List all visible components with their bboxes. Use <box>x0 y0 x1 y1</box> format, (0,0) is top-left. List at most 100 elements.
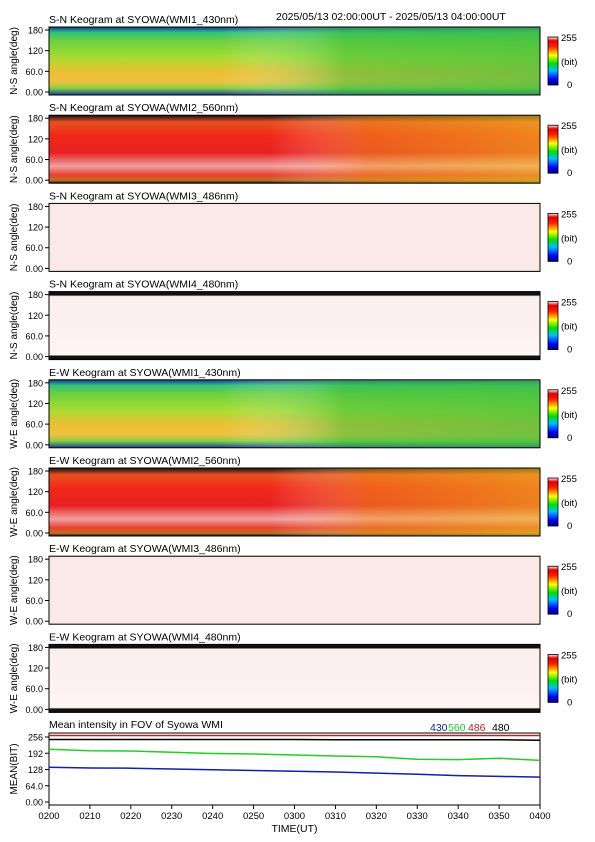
y-tick-label: 128 <box>28 765 43 775</box>
y-tick-label: 120 <box>28 399 43 409</box>
colorbar-unit-label: (bit) <box>561 57 577 68</box>
y-tick-label: 64.0 <box>25 781 43 791</box>
x-tick-label: 0220 <box>120 811 141 822</box>
x-tick-label: 0400 <box>529 811 550 822</box>
y-tick-label: 0.00 <box>25 352 43 362</box>
x-tick-label: 0330 <box>407 811 428 822</box>
y-tick-label: 0.00 <box>25 264 43 274</box>
colorbar-unit-label: (bit) <box>561 498 577 509</box>
y-tick-label: 192 <box>28 749 43 759</box>
colorbar-min-label: 0 <box>567 609 572 620</box>
y-tick-label: 120 <box>28 46 43 56</box>
colorbar-min-label: 0 <box>567 256 572 267</box>
keogram-panel: S-N Keogram at SYOWA(WMI3_486nm) 180 120 60… <box>9 190 577 274</box>
x-tick-label: 0340 <box>448 811 469 822</box>
y-axis-label: W-E angle(deg) <box>9 555 20 625</box>
keogram-frame <box>48 114 541 184</box>
keogram-image <box>49 644 540 713</box>
chart-title: Mean intensity in FOV of Syowa WMI <box>49 719 223 731</box>
colorbar-unit-label: (bit) <box>561 410 577 421</box>
y-tick-label: 120 <box>28 575 43 585</box>
y-tick-label: 180 <box>28 114 43 124</box>
keogram-panel: E-W Keogram at SYOWA(WMI2_560nm) 180 120 60… <box>9 455 577 539</box>
y-tick-label: 60.0 <box>25 67 43 77</box>
keogram-panel: E-W Keogram at SYOWA(WMI3_486nm) 180 120 60… <box>9 543 577 627</box>
colorbar <box>547 565 559 615</box>
x-tick-label: 0230 <box>161 811 182 822</box>
y-tick-label: 120 <box>28 487 43 497</box>
y-axis-label: N-S angle(deg) <box>9 203 20 271</box>
y-tick-label: 256 <box>28 733 43 743</box>
y-tick-label: 120 <box>28 134 43 144</box>
keogram-frame <box>48 467 541 537</box>
time-range-label: 2025/05/13 02:00:00UT - 2025/05/13 04:00… <box>276 11 506 23</box>
y-tick-label: 60.0 <box>25 155 43 165</box>
colorbar-max-label: 255 <box>561 121 577 132</box>
y-tick-label: 180 <box>28 202 43 212</box>
x-tick-label: 0320 <box>366 811 387 822</box>
x-tick-label: 0310 <box>325 811 346 822</box>
colorbar-unit-label: (bit) <box>561 586 577 597</box>
legend-entry: 560 <box>448 722 466 734</box>
y-tick-label: 120 <box>28 223 43 233</box>
colorbar-min-label: 0 <box>567 345 572 356</box>
keogram-image <box>49 203 540 272</box>
plot-frame <box>48 732 541 806</box>
x-tick-label: 0250 <box>243 811 264 822</box>
series-line-560 <box>48 748 541 762</box>
keogram-image <box>49 556 540 625</box>
y-tick-label: 0.00 <box>25 529 43 539</box>
x-axis-label: TIME(UT) <box>271 823 317 835</box>
keogram-panel: S-N Keogram at SYOWA(WMI4_480nm) 180 120 60… <box>9 279 577 363</box>
y-axis-label: MEAN(BIT) <box>9 743 20 794</box>
y-tick-label: 0.00 <box>25 88 43 98</box>
y-tick-label: 180 <box>28 290 43 300</box>
y-tick-label: 60.0 <box>25 508 43 518</box>
keogram-title: E-W Keogram at SYOWA(WMI2_560nm) <box>49 455 241 467</box>
x-tick-label: 0350 <box>489 811 510 822</box>
colorbar-max-label: 255 <box>561 33 577 44</box>
keogram-image-shading <box>49 27 540 95</box>
keogram-image-shading <box>49 379 540 448</box>
colorbar <box>547 477 559 527</box>
y-tick-label: 0.00 <box>25 798 43 808</box>
colorbar <box>547 654 559 703</box>
y-tick-label: 120 <box>28 311 43 321</box>
legend-entry: 430 <box>430 722 448 734</box>
colorbar-min-label: 0 <box>567 521 572 532</box>
keogram-frame <box>48 555 541 625</box>
keogram-frame <box>48 291 541 361</box>
keogram-panel: S-N Keogram at SYOWA(WMI2_560nm) 180 120 60… <box>9 102 577 186</box>
colorbar-min-label: 0 <box>567 433 572 444</box>
keogram-panel: E-W Keogram at SYOWA(WMI4_480nm) 180 120 60… <box>9 631 577 715</box>
x-tick-label: 0240 <box>202 811 223 822</box>
keogram-title: S-N Keogram at SYOWA(WMI3_486nm) <box>49 190 238 202</box>
y-axis-label: N-S angle(deg) <box>9 115 20 183</box>
keogram-frame <box>48 26 541 96</box>
colorbar-min-label: 0 <box>567 168 572 179</box>
keogram-frame <box>48 202 541 272</box>
colorbar-max-label: 255 <box>561 209 577 220</box>
y-tick-label: 60.0 <box>25 243 43 253</box>
series-line-480 <box>49 738 541 742</box>
keogram-panel: S-N Keogram at SYOWA(WMI1_430nm) 180 120 60… <box>9 14 577 98</box>
keogram-panel: E-W Keogram at SYOWA(WMI1_430nm) 180 120 60… <box>9 367 577 451</box>
legend-entry: 486 <box>468 722 486 734</box>
colorbar <box>547 124 559 174</box>
x-tick-label: 0300 <box>284 811 305 822</box>
colorbar-max-label: 255 <box>561 386 577 397</box>
x-tick-label: 0200 <box>38 811 59 822</box>
colorbar-unit-label: (bit) <box>561 322 577 333</box>
colorbar-min-label: 0 <box>567 697 572 708</box>
keogram-title: E-W Keogram at SYOWA(WMI1_430nm) <box>49 367 241 379</box>
colorbar-unit-label: (bit) <box>561 145 577 156</box>
keogram-title: S-N Keogram at SYOWA(WMI2_560nm) <box>49 102 238 114</box>
y-tick-label: 60.0 <box>25 684 43 694</box>
y-tick-label: 0.00 <box>25 440 43 450</box>
colorbar <box>547 301 559 351</box>
colorbar-max-label: 255 <box>561 474 577 485</box>
y-axis-label: N-S angle(deg) <box>9 27 20 95</box>
y-tick-label: 180 <box>28 643 43 653</box>
keogram-image <box>49 291 540 360</box>
